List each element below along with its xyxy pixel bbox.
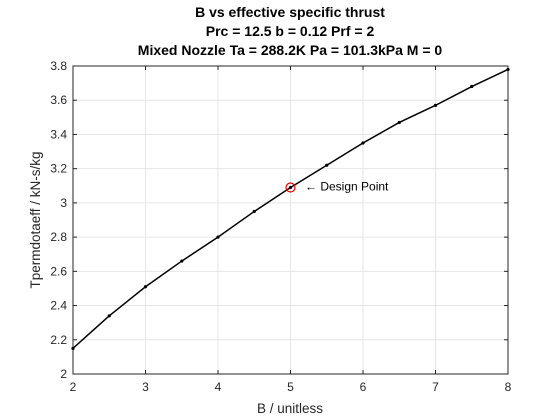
series-point [252,209,256,214]
x-tick-label: 2 [70,380,77,394]
x-tick-label: 8 [505,380,512,394]
y-tick-label: 3.2 [50,162,67,176]
series-point [71,346,75,350]
y-tick-label: 3 [60,196,67,210]
series-point [470,84,474,89]
series-point [397,120,401,125]
x-tick-label: 7 [432,380,439,394]
y-tick-label: 2.6 [50,264,67,278]
series-point [180,259,184,263]
series-point [433,103,438,107]
y-tick-label: 2 [60,367,67,381]
design-point-annotation: ← Design Point [305,180,389,194]
y-tick-label: 3.4 [50,127,67,141]
chart-title-line-1: B vs effective specific thrust [195,4,385,20]
x-tick-label: 5 [287,380,294,394]
y-tick-label: 3.6 [50,93,67,107]
series-point [216,235,220,239]
y-tick-label: 2.4 [50,299,67,313]
chart-title-line-3: Mixed Nozzle Ta = 288.2K Pa = 101.3kPa M… [138,42,443,58]
y-axis-label: Tpermdotaeff / kN-s/kg [28,151,43,288]
x-tick-label: 6 [360,380,367,394]
y-tick-label: 2.8 [50,230,67,244]
x-tick-label: 3 [142,380,149,394]
design-point-marker [285,182,296,193]
y-tick-label: 3.8 [50,59,67,73]
series-point [143,285,148,289]
series [71,67,510,350]
x-axis-label: B / unitless [257,401,323,416]
series-point [107,314,111,318]
x-tick-label: 4 [215,380,222,394]
series-point [361,141,365,145]
chart-title-line-2: Prc = 12.5 b = 0.12 Prf = 2 [206,23,375,39]
series-point [325,163,329,167]
design-point-group [285,182,296,193]
y-tick-label: 2.2 [50,333,67,347]
series-point [506,67,510,72]
series-point [288,185,293,190]
plot-area-frame [72,65,509,375]
ticks: 2 3 4 5 6 7 8 2 2.2 2.4 2.6 2.8 3 3.2 3.4 3.6 3.8 [50,59,511,394]
